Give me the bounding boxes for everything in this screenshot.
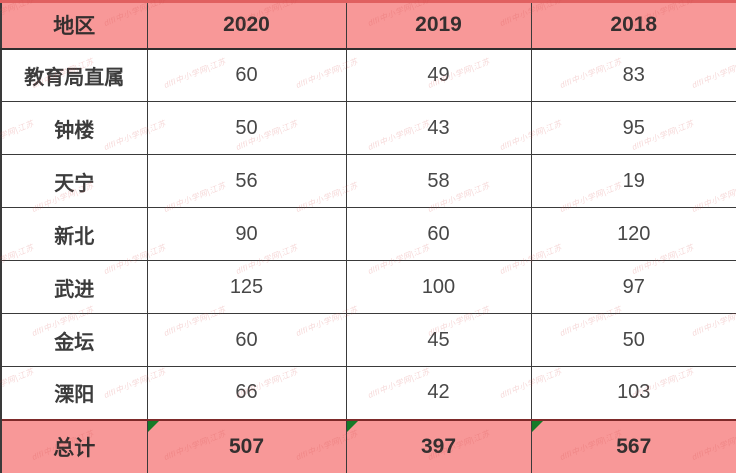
table-row: 武进 125 100 97 xyxy=(0,260,736,314)
total-label: 总计 xyxy=(0,418,148,473)
region-label: 教育局直属 xyxy=(0,48,148,102)
total-value-2019: 397 xyxy=(345,418,532,473)
region-label: 金坛 xyxy=(0,313,148,367)
col-header-2019: 2019 xyxy=(345,1,532,50)
value-cell: 50 xyxy=(146,101,347,155)
value-cell: 42 xyxy=(345,366,532,420)
table-row: 金坛 60 45 50 xyxy=(0,313,736,367)
total-value-2020: 507 xyxy=(146,418,347,473)
table-row: 钟楼 50 43 95 xyxy=(0,101,736,155)
value-cell: 90 xyxy=(146,207,347,261)
table-row: 新北 90 60 120 xyxy=(0,207,736,261)
value-cell: 60 xyxy=(146,313,347,367)
region-label: 钟楼 xyxy=(0,101,148,155)
table-row: 教育局直属 60 49 83 xyxy=(0,48,736,102)
region-label: 天宁 xyxy=(0,154,148,208)
total-value-2018: 567 xyxy=(530,418,736,473)
value-cell: 103 xyxy=(530,366,736,420)
col-header-2020: 2020 xyxy=(146,1,347,50)
value-cell: 58 xyxy=(345,154,532,208)
region-label: 武进 xyxy=(0,260,148,314)
table-row: 天宁 56 58 19 xyxy=(0,154,736,208)
value-cell: 125 xyxy=(146,260,347,314)
region-label: 新北 xyxy=(0,207,148,261)
value-cell: 49 xyxy=(345,48,532,102)
table-row: 溧阳 66 42 103 xyxy=(0,366,736,420)
value-cell: 100 xyxy=(345,260,532,314)
total-value: 567 xyxy=(616,434,652,458)
value-cell: 66 xyxy=(146,366,347,420)
col-header-region: 地区 xyxy=(0,1,148,50)
total-value: 507 xyxy=(228,434,265,458)
value-cell: 120 xyxy=(530,207,736,261)
value-cell: 60 xyxy=(146,48,347,102)
value-cell: 19 xyxy=(530,154,736,208)
value-cell: 56 xyxy=(146,154,347,208)
value-cell: 50 xyxy=(530,313,736,367)
value-cell: 45 xyxy=(345,313,532,367)
total-value: 397 xyxy=(420,434,457,458)
header-row: 地区 2020 2019 2018 xyxy=(0,1,736,50)
value-cell: 83 xyxy=(530,48,736,102)
value-cell: 43 xyxy=(345,101,532,155)
error-indicator-triangle-icon xyxy=(148,421,159,432)
region-label: 溧阳 xyxy=(0,366,148,420)
total-row: 总计 507 397 567 xyxy=(0,418,736,473)
value-cell: 97 xyxy=(530,260,736,314)
col-header-2018: 2018 xyxy=(530,1,736,50)
error-indicator-triangle-icon xyxy=(347,421,358,432)
error-indicator-triangle-icon xyxy=(532,421,543,432)
value-cell: 95 xyxy=(530,101,736,155)
value-cell: 60 xyxy=(345,207,532,261)
